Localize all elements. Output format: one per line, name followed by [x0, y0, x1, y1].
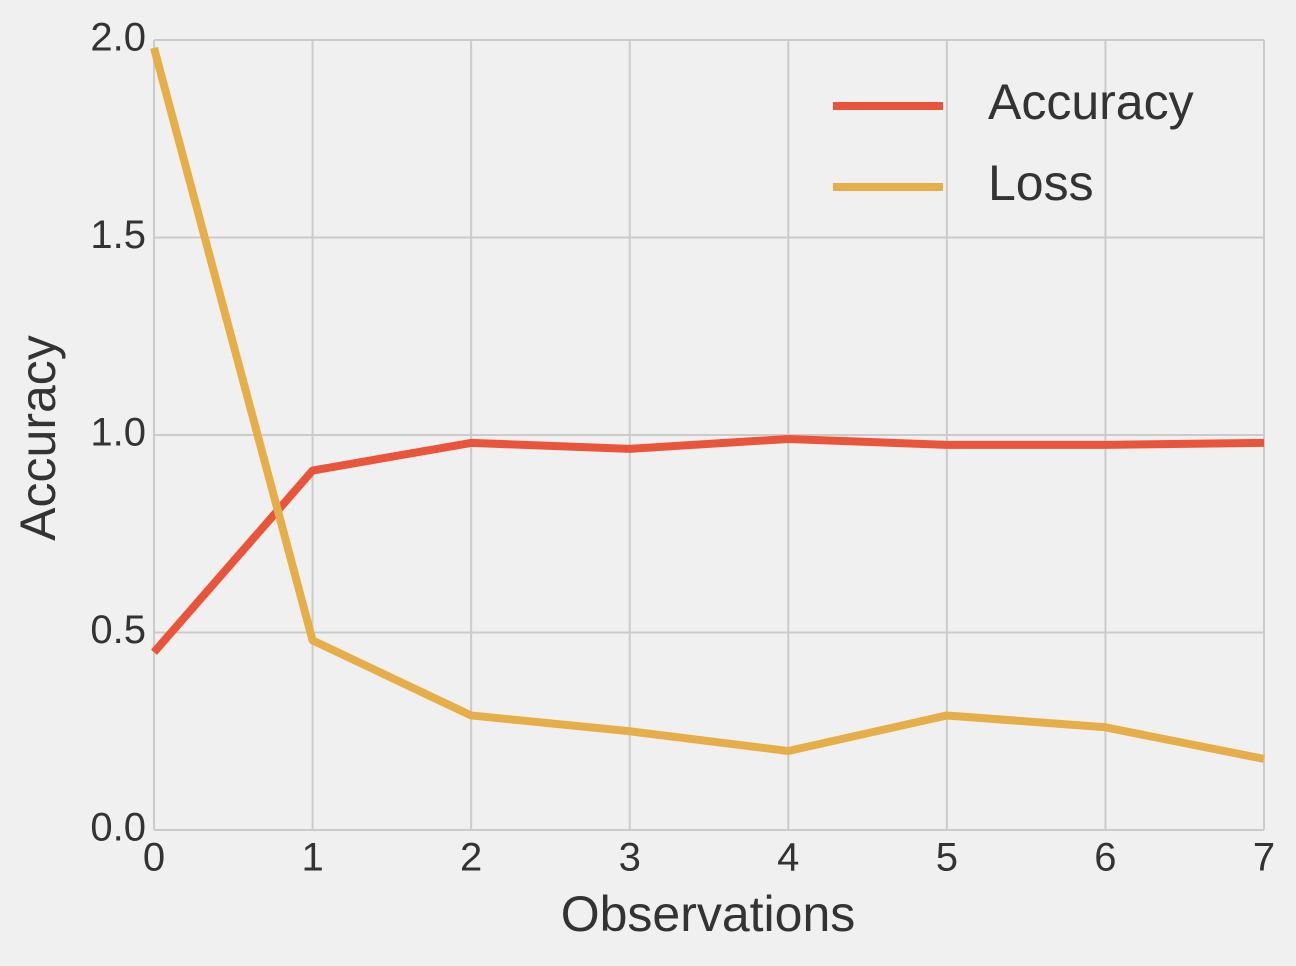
legend-label: Accuracy — [988, 74, 1194, 130]
x-tick-label: 6 — [1094, 836, 1116, 880]
y-tick-label: 1.0 — [90, 411, 146, 455]
x-tick-label: 4 — [777, 836, 799, 880]
y-axis-label: Accuracy — [10, 335, 66, 541]
lines — [150, 46, 1265, 763]
x-tick-label: 5 — [936, 836, 958, 880]
y-tick-label: 0.0 — [90, 806, 146, 850]
x-tick-label: 2 — [460, 836, 482, 880]
grid — [153, 39, 1265, 831]
y-tick-label: 1.5 — [90, 213, 146, 257]
y-tick-label: 0.5 — [90, 608, 146, 652]
x-tick-label: 3 — [619, 836, 641, 880]
y-tick-label: 2.0 — [90, 16, 146, 60]
x-axis-label: Observations — [561, 886, 856, 942]
legend: Accuracy Loss — [833, 74, 1194, 211]
x-tick-label: 1 — [301, 836, 323, 880]
x-tick-label: 7 — [1253, 836, 1275, 880]
legend-label: Loss — [988, 155, 1094, 211]
labels: 0.0 0.5 1.0 1.5 2.0 0 1 2 3 4 5 6 7 — [90, 16, 1275, 880]
line-series — [150, 434, 1265, 655]
line-series — [150, 46, 1265, 763]
x-tick-label: 0 — [143, 836, 165, 880]
